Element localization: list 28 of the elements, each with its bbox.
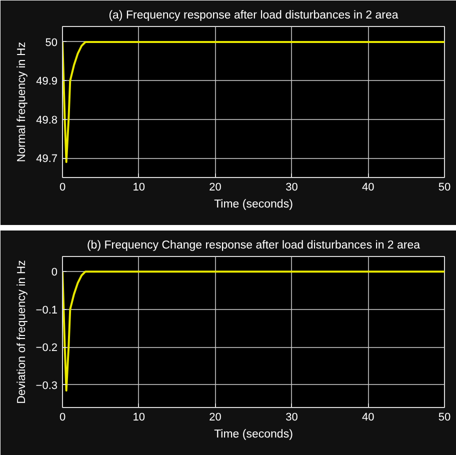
x-tick-label: 20 — [209, 412, 222, 424]
chart-title: (b) Frequency Change response after load disturbances in 2 area — [86, 240, 421, 252]
x-tick-label: 0 — [59, 182, 66, 194]
y-tick-label: −0.3 — [36, 380, 58, 392]
x-tick-label: 10 — [132, 412, 146, 424]
y-tick-label: −0.2 — [36, 342, 58, 354]
y-tick-label: −0.1 — [36, 304, 58, 316]
y-tick-label: 49.7 — [36, 153, 58, 166]
y-tick-label: 49.9 — [36, 76, 58, 88]
x-axis-title: Time (seconds) — [214, 428, 294, 440]
x-tick-label: 30 — [286, 412, 298, 424]
x-tick-label: 50 — [438, 412, 451, 424]
x-tick-label: 20 — [209, 182, 222, 194]
y-tick-label: 0 — [51, 266, 58, 279]
line-series — [62, 270, 444, 392]
y-tick-label: 49.8 — [36, 114, 58, 126]
x-tick-label: 50 — [438, 182, 451, 194]
chart-title: (a) Frequency response after load disturbances in 2 area — [108, 10, 399, 22]
x-tick-label: 40 — [362, 182, 374, 194]
x-axis-title: Time (seconds) — [214, 198, 294, 210]
y-tick-label: 50 — [45, 36, 58, 49]
y-axis-title: Deviation of frequency in Hz — [16, 260, 28, 404]
y-axis-title: Normal frequency in Hz — [16, 42, 28, 162]
x-tick-label: 40 — [362, 412, 374, 424]
line-series — [62, 40, 444, 164]
x-tick-label: 30 — [286, 182, 298, 194]
x-tick-label: 0 — [59, 412, 66, 424]
x-tick-label: 10 — [132, 182, 146, 194]
